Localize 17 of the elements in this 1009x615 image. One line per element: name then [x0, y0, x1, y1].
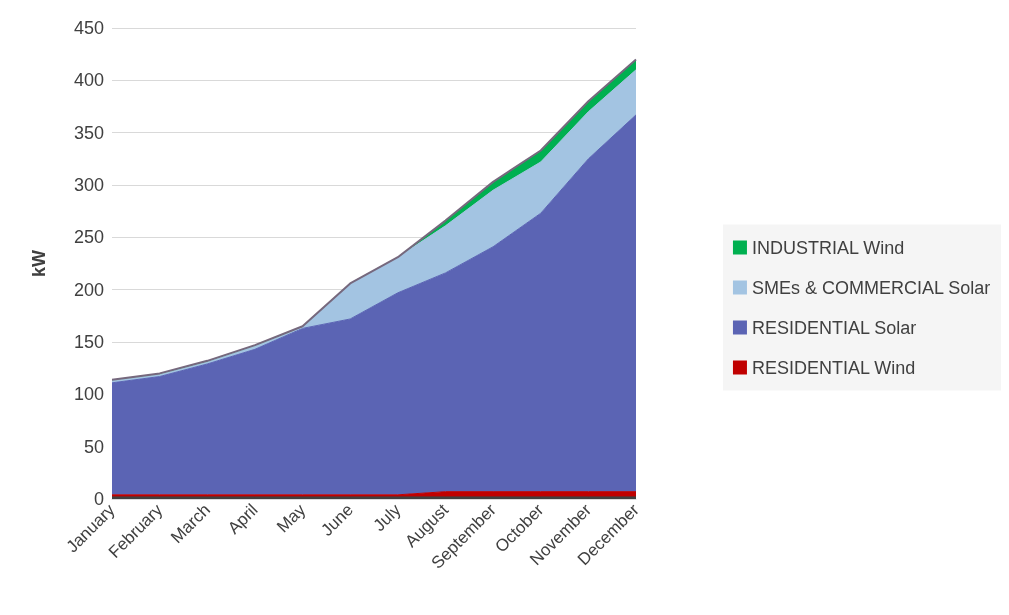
y-tick-label: 200 [73, 279, 104, 300]
y-tick-label: 300 [73, 175, 104, 195]
y-tick-label: 0 [93, 489, 104, 509]
y-tick-label: 250 [73, 227, 104, 248]
x-tick-label: May [273, 499, 310, 537]
y-axis-title: kW [29, 249, 49, 277]
legend-label: RESIDENTIAL Wind [751, 357, 916, 378]
y-tick-label: 400 [73, 70, 104, 91]
legend-label: INDUSTRIAL Wind [751, 237, 905, 258]
y-tick-label: 50 [83, 436, 104, 457]
y-tick-label: 450 [73, 18, 104, 38]
y-tick-label: 150 [73, 332, 104, 352]
legend-label: RESIDENTIAL Solar [751, 317, 917, 338]
x-tick-label: July [369, 499, 405, 536]
legend-label: SMEs & COMMERCIAL Solar [751, 277, 991, 298]
y-tick-label: 100 [73, 384, 104, 405]
y-tick-label: 350 [73, 122, 104, 143]
